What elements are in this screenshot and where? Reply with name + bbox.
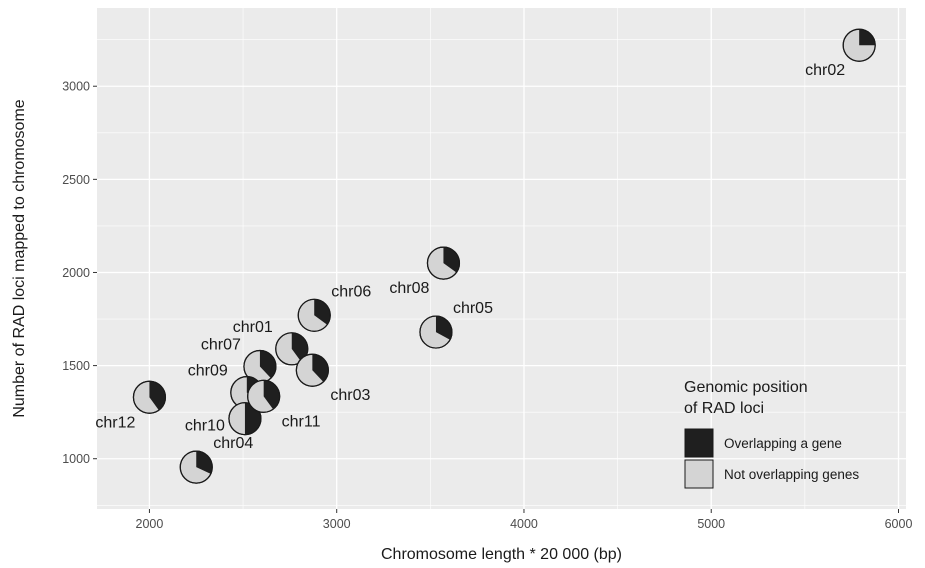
legend-title-line2: of RAD loci xyxy=(684,400,764,417)
pie-slice-overlapping xyxy=(263,380,280,410)
point-label-chr12: chr12 xyxy=(95,414,135,431)
pie-point-chr12 xyxy=(132,380,167,414)
pie-outline xyxy=(275,332,309,366)
pie-point-chr06 xyxy=(297,298,331,332)
point-label-chr03: chr03 xyxy=(330,387,370,404)
y-tick-label: 1000 xyxy=(62,452,90,466)
legend-title-line1: Genomic position xyxy=(684,379,808,396)
pie-outline xyxy=(295,353,329,387)
pie-outline xyxy=(132,380,167,414)
point-label-chr04: chr04 xyxy=(213,435,253,452)
pie-point-chr02 xyxy=(842,28,876,62)
pie-slice-overlapping xyxy=(312,354,329,382)
pie-point-chr11 xyxy=(247,379,281,413)
pie-outline xyxy=(419,315,453,349)
pie-slice-overlapping xyxy=(149,381,166,411)
pie-point-chr05 xyxy=(419,315,453,349)
point-label-chr08: chr08 xyxy=(389,280,429,297)
y-tick-label: 1500 xyxy=(62,359,90,373)
pie-slice-overlapping xyxy=(859,29,876,46)
point-label-chr06: chr06 xyxy=(331,283,371,300)
point-label-chr10: chr10 xyxy=(185,418,225,435)
pie-slice-overlapping xyxy=(314,299,331,325)
major-gridlines xyxy=(97,8,906,509)
pie-point-chr08 xyxy=(426,246,461,280)
y-axis-ticks: 1000 1500 2000 2500 3000 xyxy=(62,80,97,466)
pie-outline xyxy=(247,379,281,413)
legend-label-overlapping: Overlapping a gene xyxy=(724,436,842,451)
pie-points xyxy=(132,28,876,484)
x-tick-label: 6000 xyxy=(885,517,913,531)
x-axis-ticks: 2000 3000 4000 5000 6000 xyxy=(136,509,913,531)
point-label-chr01: chr01 xyxy=(233,319,273,336)
pie-outline xyxy=(426,246,461,280)
pie-outline xyxy=(228,402,262,436)
y-tick-label: 3000 xyxy=(62,80,90,94)
x-tick-label: 5000 xyxy=(697,517,725,531)
pie-slice-overlapping xyxy=(291,332,308,362)
pie-point-chr10 xyxy=(228,402,262,436)
x-tick-label: 2000 xyxy=(136,517,164,531)
pie-outline xyxy=(297,298,331,332)
x-axis-title: Chromosome length * 20 000 (bp) xyxy=(381,546,622,563)
pie-point-chr07 xyxy=(243,349,277,384)
pie-outline xyxy=(179,450,213,484)
pie-point-chr03 xyxy=(295,353,329,387)
pie-slice-overlapping xyxy=(259,350,276,379)
pie-slice-overlapping xyxy=(443,247,460,273)
y-tick-label: 2000 xyxy=(62,266,90,280)
x-tick-label: 3000 xyxy=(323,517,351,531)
pie-outline xyxy=(842,28,876,62)
point-labels: chr01 chr02 chr03 chr04 chr05 chr06 chr07 chr08… xyxy=(95,62,845,452)
point-label-chr02: chr02 xyxy=(805,62,845,79)
y-tick-label: 2500 xyxy=(62,173,90,187)
point-label-chr05: chr05 xyxy=(453,300,493,317)
point-label-chr11: chr11 xyxy=(282,413,321,430)
legend-swatch-overlapping xyxy=(684,428,714,458)
point-label-chr09: chr09 xyxy=(188,363,228,380)
x-tick-label: 4000 xyxy=(510,517,538,531)
legend: Genomic position of RAD loci Overlapping… xyxy=(684,379,859,489)
pie-point-chr04 xyxy=(179,450,213,484)
point-label-chr07: chr07 xyxy=(201,337,241,354)
y-axis-title: Number of RAD loci mapped to chromosome xyxy=(11,99,28,417)
legend-label-not-overlapping: Not overlapping genes xyxy=(724,467,859,482)
pie-point-chr01 xyxy=(275,332,309,366)
legend-swatch-not-overlapping xyxy=(684,459,714,489)
